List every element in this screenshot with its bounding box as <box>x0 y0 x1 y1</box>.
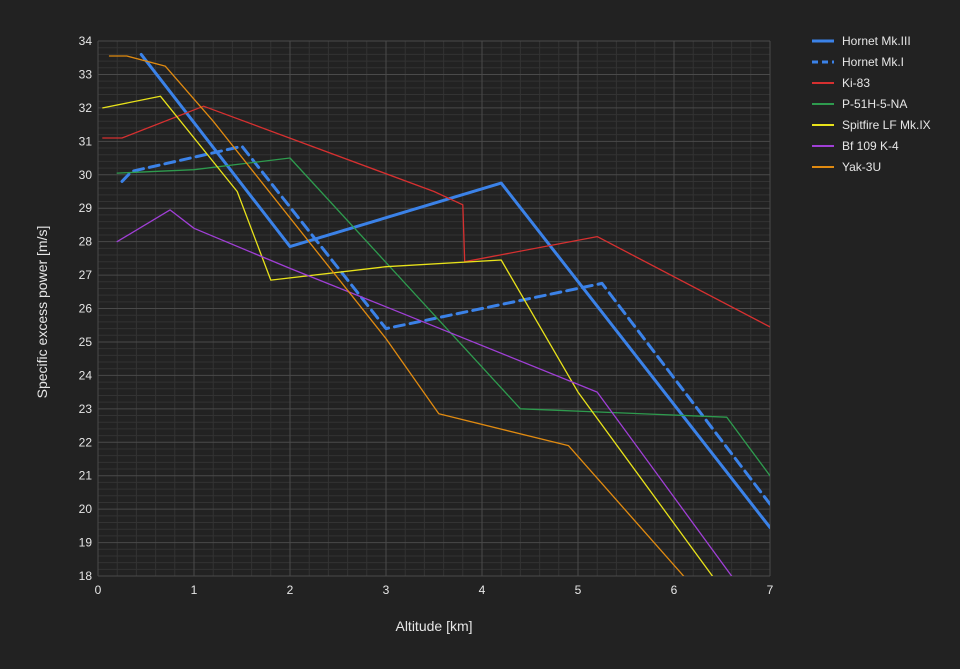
legend: Hornet Mk.III Hornet Mk.I Ki-83 P-51H-5-NA S… <box>812 34 931 174</box>
y-tick-label: 34 <box>79 34 93 48</box>
series-line-yak-3u <box>108 55 685 576</box>
x-tick-label: 4 <box>479 583 486 597</box>
legend-label: Spitfire LF Mk.IX <box>842 118 931 132</box>
x-tick-label: 2 <box>287 583 294 597</box>
y-tick-label: 31 <box>79 134 93 148</box>
y-tick-label: 28 <box>79 235 93 249</box>
y-tick-label: 27 <box>79 268 93 282</box>
y-tick-label: 22 <box>79 435 93 449</box>
y-axis-ticks: 18 19 20 21 22 23 24 25 26 27 28 29 30 31 32 33 34 <box>79 34 93 583</box>
legend-label: Hornet Mk.I <box>842 55 904 69</box>
legend-label: Bf 109 K-4 <box>842 139 899 153</box>
series-line-p-51h-5-na <box>116 157 770 477</box>
x-axis-title: Altitude [km] <box>395 618 472 634</box>
y-tick-label: 24 <box>79 368 93 382</box>
y-tick-label: 26 <box>79 302 93 316</box>
x-tick-label: 3 <box>383 583 390 597</box>
series-line-hornet-mk-iii <box>139 52 770 529</box>
y-axis-title: Specific excess power [m/s] <box>34 226 50 399</box>
series-line-spitfire-lf-mk-ix <box>102 95 714 576</box>
y-tick-label: 20 <box>79 502 93 516</box>
y-tick-label: 21 <box>79 469 93 483</box>
y-tick-label: 29 <box>79 201 93 215</box>
legend-label: Ki-83 <box>842 76 870 90</box>
series-line-hornet-mk-i <box>120 144 770 506</box>
x-axis-ticks: 0 1 2 3 4 5 6 7 <box>95 583 774 597</box>
legend-label: Yak-3U <box>842 160 881 174</box>
series-line-ki-83 <box>102 105 770 328</box>
y-tick-label: 32 <box>79 101 93 115</box>
y-tick-label: 18 <box>79 569 93 583</box>
y-tick-label: 19 <box>79 536 93 550</box>
y-tick-label: 23 <box>79 402 93 416</box>
y-tick-label: 33 <box>79 67 93 81</box>
x-tick-label: 7 <box>767 583 774 597</box>
series-layer <box>102 52 770 576</box>
y-tick-label: 30 <box>79 168 93 182</box>
series-line-bf-109-k-4 <box>116 209 733 576</box>
x-tick-label: 0 <box>95 583 102 597</box>
x-tick-label: 1 <box>191 583 198 597</box>
major-grid <box>97 40 771 577</box>
x-tick-label: 6 <box>671 583 678 597</box>
legend-label: Hornet Mk.III <box>842 34 911 48</box>
x-tick-label: 5 <box>575 583 582 597</box>
y-tick-label: 25 <box>79 335 93 349</box>
legend-label: P-51H-5-NA <box>842 97 907 111</box>
